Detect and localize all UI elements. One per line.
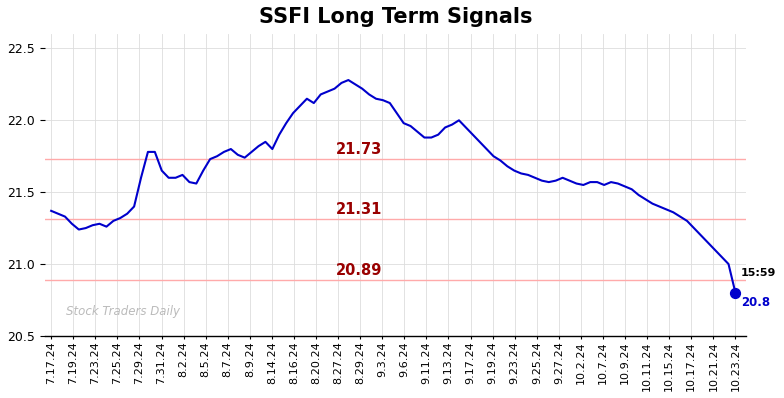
Text: 21.31: 21.31 xyxy=(336,202,383,217)
Text: 20.89: 20.89 xyxy=(336,263,383,278)
Text: 20.8: 20.8 xyxy=(741,296,770,308)
Text: 15:59: 15:59 xyxy=(741,268,776,278)
Point xyxy=(729,290,742,296)
Title: SSFI Long Term Signals: SSFI Long Term Signals xyxy=(259,7,532,27)
Text: Stock Traders Daily: Stock Traders Daily xyxy=(66,305,180,318)
Text: 21.73: 21.73 xyxy=(336,142,383,157)
